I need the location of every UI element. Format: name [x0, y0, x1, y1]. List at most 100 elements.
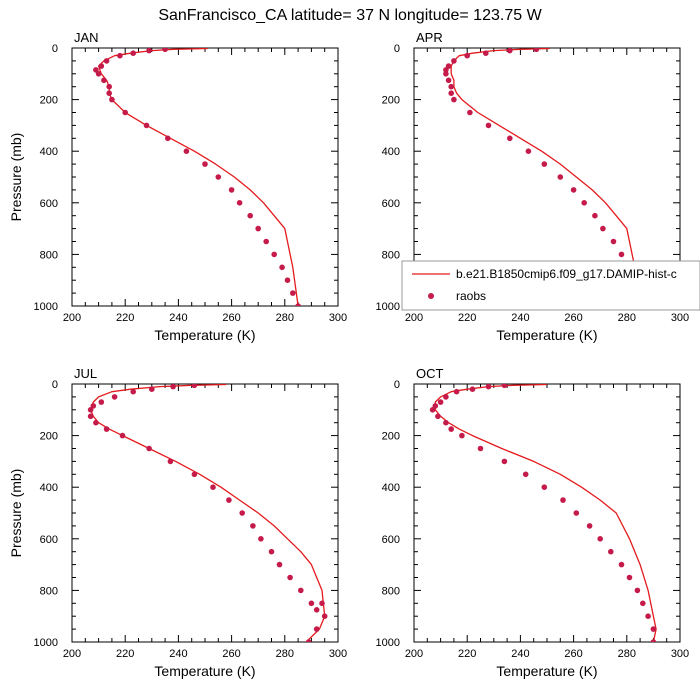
- raobs-point: [236, 200, 243, 206]
- plot-area: [87, 384, 328, 642]
- y-tick-label: 200: [382, 95, 400, 107]
- raobs-point: [445, 77, 452, 84]
- panel-title: OCT: [416, 366, 444, 381]
- raobs-point: [429, 407, 436, 413]
- raobs-point: [271, 251, 278, 258]
- x-axis-label: Temperature (K): [496, 327, 597, 343]
- raobs-point: [87, 413, 94, 420]
- raobs-point: [313, 607, 320, 613]
- raobs-point: [626, 574, 633, 581]
- raobs-point: [507, 48, 513, 54]
- raobs-point: [533, 48, 540, 53]
- y-tick-label: 200: [382, 431, 400, 443]
- raobs-point: [507, 135, 513, 142]
- raobs-point: [650, 626, 657, 632]
- raobs-point: [183, 148, 190, 154]
- plot-frame: [71, 383, 339, 643]
- raobs-point: [255, 225, 261, 232]
- legend-marker-swatch: [428, 293, 434, 299]
- x-tick-label: 220: [458, 648, 476, 660]
- x-tick-label: 240: [511, 312, 529, 324]
- raobs-point: [143, 122, 150, 129]
- raobs-point: [573, 510, 580, 516]
- panel-jan: JAN 200 220 240 260 280 300 0 200 400 600 800 1000 Te…: [8, 30, 347, 343]
- y-axis-label: Pressure (mb): [8, 469, 24, 558]
- raobs-point: [290, 290, 296, 296]
- raobs-point: [541, 484, 548, 491]
- raobs-point: [485, 384, 492, 390]
- raobs-point: [162, 48, 168, 53]
- raobs-point: [448, 83, 455, 90]
- y-tick-label: 200: [40, 95, 58, 107]
- x-tick-label: 280: [618, 312, 636, 324]
- y-tick-label: 600: [40, 198, 58, 210]
- model-profile-line: [434, 384, 657, 642]
- y-tick-label: 0: [52, 43, 58, 55]
- raobs-point: [477, 445, 484, 452]
- x-tick-label: 260: [564, 648, 582, 660]
- raobs-point: [146, 445, 152, 452]
- y-tick-label: 800: [382, 585, 400, 597]
- raobs-point: [467, 109, 473, 116]
- model-profile-line: [97, 48, 299, 306]
- raobs-point: [560, 497, 566, 503]
- raobs-point: [592, 212, 598, 219]
- raobs-point: [93, 67, 99, 73]
- raobs-point: [226, 497, 232, 503]
- raobs-point: [258, 536, 264, 542]
- x-tick-label: 280: [276, 648, 294, 660]
- raobs-point: [443, 67, 449, 73]
- model-profile-line: [89, 384, 326, 642]
- y-tick-label: 600: [382, 198, 400, 210]
- legend-label: b.e21.B1850cmip6.f09_g17.DAMIP-hist-c: [456, 267, 677, 281]
- raobs-point: [202, 161, 208, 167]
- raobs-point: [432, 403, 439, 409]
- raobs-point: [443, 71, 449, 77]
- panel-title: JUL: [74, 366, 97, 381]
- raobs-point: [313, 626, 320, 632]
- raobs-point: [239, 510, 245, 516]
- raobs-point: [541, 161, 548, 167]
- legend-label: raobs: [456, 289, 486, 303]
- raobs-point: [95, 71, 102, 77]
- raobs-point: [448, 90, 455, 96]
- raobs-point: [597, 536, 603, 542]
- y-tick-label: 0: [52, 379, 58, 391]
- panel-oct: OCT 200 220 240 260 280 300 0 200 400 600 800 1000 Te…: [376, 366, 690, 679]
- raobs-point: [618, 561, 625, 568]
- raobs-point: [640, 600, 646, 607]
- y-tick-label: 1000: [34, 637, 58, 649]
- raobs-point: [170, 384, 176, 390]
- x-tick-label: 280: [618, 648, 636, 660]
- raobs-point: [287, 574, 293, 581]
- raobs-point: [443, 419, 449, 426]
- x-tick-label: 220: [458, 312, 476, 324]
- raobs-point: [645, 613, 651, 619]
- x-tick-label: 240: [511, 648, 529, 660]
- x-tick-label: 220: [116, 312, 134, 324]
- legend-box: [401, 260, 700, 311]
- raobs-point: [298, 587, 304, 594]
- y-tick-label: 600: [382, 534, 400, 546]
- raobs-point: [130, 388, 136, 395]
- raobs-point: [485, 122, 492, 129]
- y-tick-label: 800: [40, 585, 58, 597]
- x-tick-label: 300: [329, 648, 347, 660]
- y-tick-label: 400: [382, 482, 400, 494]
- raobs-point: [634, 587, 641, 594]
- x-tick-label: 300: [329, 312, 347, 324]
- panel-title: APR: [416, 30, 443, 45]
- panels: JAN 200 220 240 260 280 300 0 200 400 600 800 1000 Te…: [8, 30, 689, 679]
- raobs-point: [435, 413, 441, 420]
- raobs-point: [98, 63, 105, 69]
- raobs-point: [165, 135, 171, 142]
- legend: b.e21.B1850cmip6.f09_g17.DAMIP-hist-crao…: [401, 260, 700, 311]
- x-tick-label: 300: [671, 312, 689, 324]
- raobs-point: [210, 484, 216, 491]
- raobs-point: [263, 238, 270, 245]
- x-tick-label: 280: [276, 312, 294, 324]
- raobs-point: [87, 407, 94, 413]
- raobs-point: [319, 600, 325, 607]
- y-tick-label: 1000: [376, 637, 400, 649]
- raobs-point: [522, 471, 529, 478]
